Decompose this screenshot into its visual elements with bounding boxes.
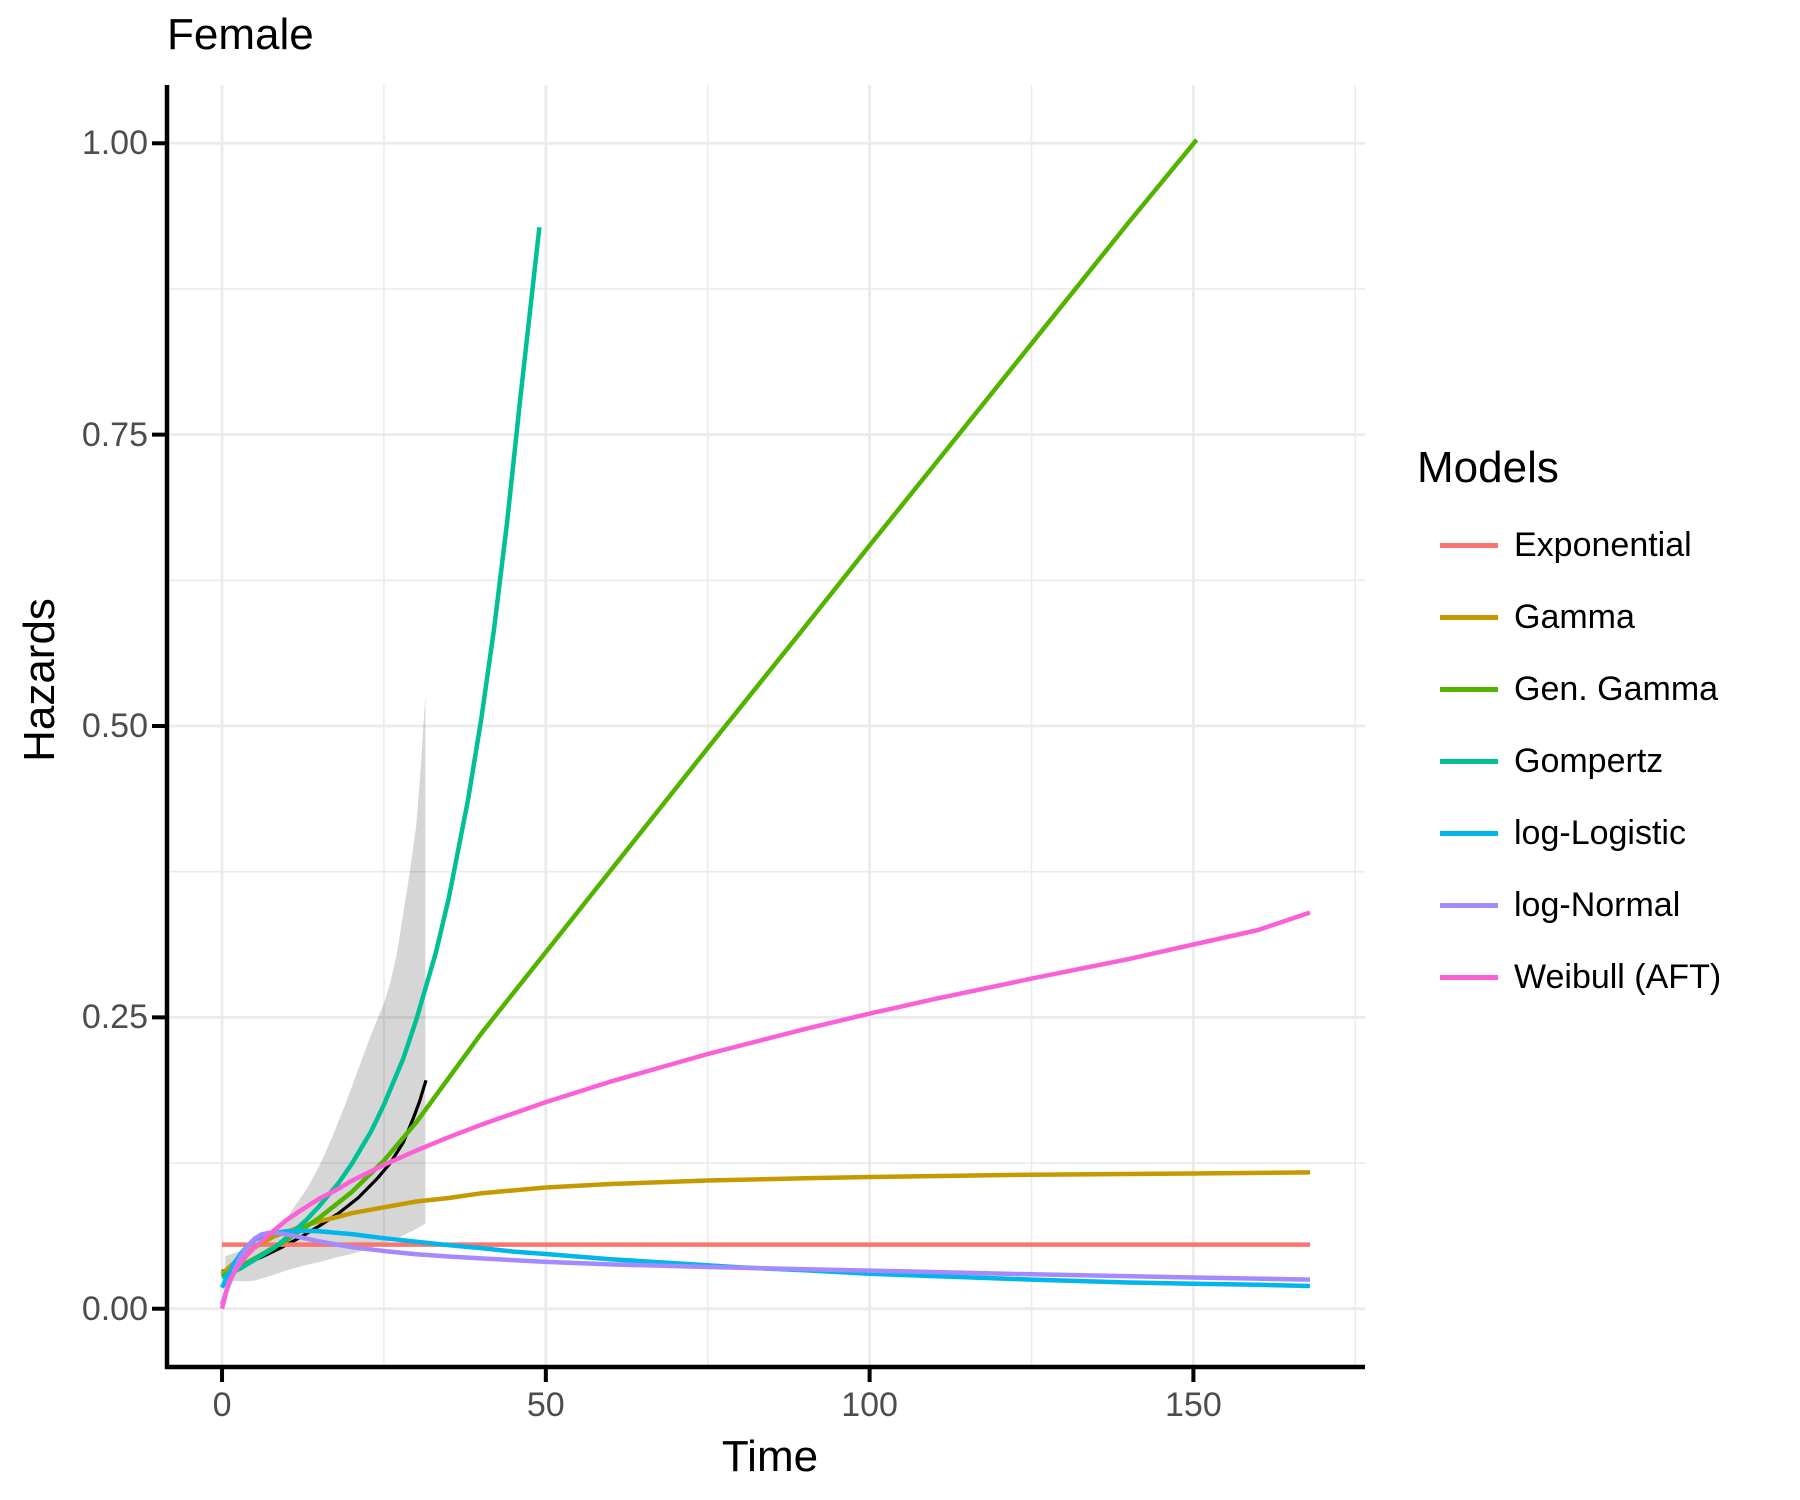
y-tick-label: 0.25: [81, 998, 148, 1037]
legend-item-label: Gamma: [1514, 597, 1635, 636]
legend-item-label: log-Normal: [1514, 885, 1681, 924]
y-tick-label: 0.00: [81, 1289, 148, 1328]
legend-item-label: log-Logistic: [1514, 813, 1686, 852]
legend-item-label: Gen. Gamma: [1514, 669, 1719, 708]
legend-item: Gen. Gamma: [1417, 653, 1797, 725]
legend-swatch-icon: [1440, 542, 1498, 548]
legend-title: Models: [1417, 443, 1559, 492]
x-tick-label: 0: [212, 1386, 232, 1424]
x-tick-label: 150: [1165, 1386, 1222, 1424]
confidence-band: [225, 694, 426, 1282]
legend-swatch-icon: [1440, 902, 1498, 908]
legend-item: Gamma: [1417, 581, 1797, 653]
legend: Models Exponential Gamma Gen. Gamma Gompert…: [1417, 443, 1797, 1013]
legend-item: log-Normal: [1417, 869, 1797, 941]
legend-swatch-icon: [1440, 830, 1498, 836]
legend-items: Exponential Gamma Gen. Gamma Gompertz log-Lo…: [1417, 509, 1797, 1013]
legend-item: log-Logistic: [1417, 797, 1797, 869]
legend-item: Exponential: [1417, 509, 1797, 581]
legend-swatch-icon: [1440, 758, 1498, 764]
legend-item: Gompertz: [1417, 725, 1797, 797]
series-line: [221, 226, 542, 1280]
chart-title: Female: [167, 10, 314, 59]
x-tick-label: 100: [841, 1386, 898, 1424]
y-tick-label: 0.50: [81, 707, 148, 745]
series-line: [219, 1228, 1311, 1289]
legend-item-label: Exponential: [1514, 525, 1692, 564]
series-line: [220, 1170, 1311, 1276]
x-tick-label: 50: [526, 1386, 565, 1424]
y-tick-label: 0.75: [81, 415, 148, 454]
legend-swatch-icon: [1440, 686, 1498, 692]
legend-item-label: Gompertz: [1514, 741, 1664, 780]
series-line: [219, 1230, 1311, 1305]
legend-swatch-icon: [1440, 614, 1498, 620]
legend-swatch-icon: [1440, 974, 1498, 980]
legend-item: Weibull (AFT): [1417, 941, 1797, 1013]
series-line: [219, 910, 1311, 1310]
legend-item-label: Weibull (AFT): [1514, 957, 1722, 996]
y-tick-label: 1.00: [81, 124, 148, 163]
series-line: [220, 138, 1199, 1279]
x-axis-title: Time: [721, 1432, 819, 1481]
